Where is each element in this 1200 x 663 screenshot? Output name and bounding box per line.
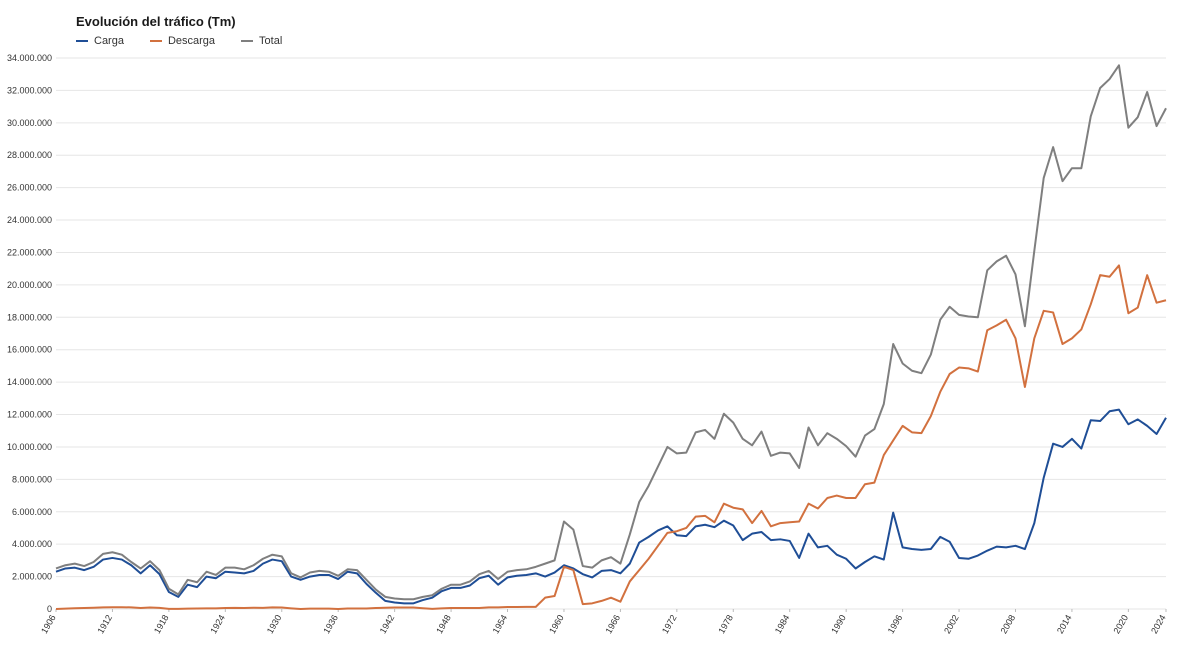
x-tick-label: 2014	[1055, 613, 1074, 635]
x-tick-label: 1954	[491, 613, 510, 635]
x-tick-label: 1924	[208, 613, 227, 635]
y-tick-label: 18.000.000	[7, 312, 52, 322]
y-tick-label: 0	[47, 604, 52, 614]
x-tick-label: 1996	[886, 613, 905, 635]
x-tick-label: 1912	[95, 613, 114, 635]
x-tick-label: 2020	[1111, 613, 1130, 635]
x-tick-label: 1978	[716, 613, 735, 635]
y-tick-label: 14.000.000	[7, 377, 52, 387]
y-tick-label: 24.000.000	[7, 215, 52, 225]
x-tick-label: 1936	[321, 613, 340, 635]
legend-label-descarga: Descarga	[167, 35, 216, 47]
y-tick-label: 2.000.000	[12, 572, 52, 582]
x-tick-label: 2002	[942, 613, 961, 635]
x-tick-label: 1948	[434, 613, 453, 635]
legend-label-carga: Carga	[94, 35, 124, 47]
y-tick-label: 22.000.000	[7, 247, 52, 257]
x-axis-ticks: 1906 1912 1918 1924 1930 1936 1942 1948 1954 1960…	[39, 609, 1168, 635]
legend: Carga Descarga Total	[76, 35, 282, 47]
y-tick-label: 16.000.000	[7, 345, 52, 355]
legend-swatch-descarga	[149, 40, 162, 42]
x-tick-label: 1966	[603, 613, 622, 635]
legend-swatch-total	[241, 40, 254, 42]
legend-item-carga[interactable]: Carga	[76, 35, 124, 47]
y-tick-label: 8.000.000	[12, 474, 52, 484]
legend-item-descarga[interactable]: Descarga	[149, 35, 216, 47]
y-tick-label: 28.000.000	[7, 150, 52, 160]
x-tick-label: 2024	[1149, 613, 1168, 635]
x-tick-label: 1906	[39, 613, 58, 635]
series-line-descarga	[55, 264, 1167, 610]
x-tick-label: 1918	[152, 613, 171, 635]
y-tick-label: 12.000.000	[7, 410, 52, 420]
x-tick-label: 1942	[378, 613, 397, 635]
x-tick-label: 1990	[829, 613, 848, 635]
x-tick-label: 2008	[999, 613, 1018, 635]
legend-item-total[interactable]: Total	[241, 35, 282, 47]
series-line-carga	[55, 408, 1167, 605]
chart-title: Evolución del tráfico (Tm)	[76, 14, 236, 29]
y-tick-label: 4.000.000	[12, 539, 52, 549]
series-line-total	[55, 64, 1167, 601]
x-tick-label: 1972	[660, 613, 679, 635]
y-tick-label: 34.000.000	[7, 53, 52, 63]
x-tick-label: 1930	[265, 613, 284, 635]
series-lines	[55, 64, 1167, 610]
y-tick-label: 10.000.000	[7, 442, 52, 452]
y-tick-label: 32.000.000	[7, 85, 52, 95]
y-tick-label: 26.000.000	[7, 183, 52, 193]
y-axis-ticks: 0 2.000.000 4.000.000 6.000.000 8.000.000 10.…	[7, 53, 52, 614]
y-tick-label: 6.000.000	[12, 507, 52, 517]
x-tick-label: 1984	[773, 613, 792, 635]
grid-lines	[56, 57, 1166, 610]
y-tick-label: 30.000.000	[7, 118, 52, 128]
legend-label-total: Total	[259, 35, 283, 47]
y-tick-label: 20.000.000	[7, 280, 52, 290]
legend-swatch-carga	[76, 40, 88, 42]
x-tick-label: 1960	[547, 613, 566, 635]
